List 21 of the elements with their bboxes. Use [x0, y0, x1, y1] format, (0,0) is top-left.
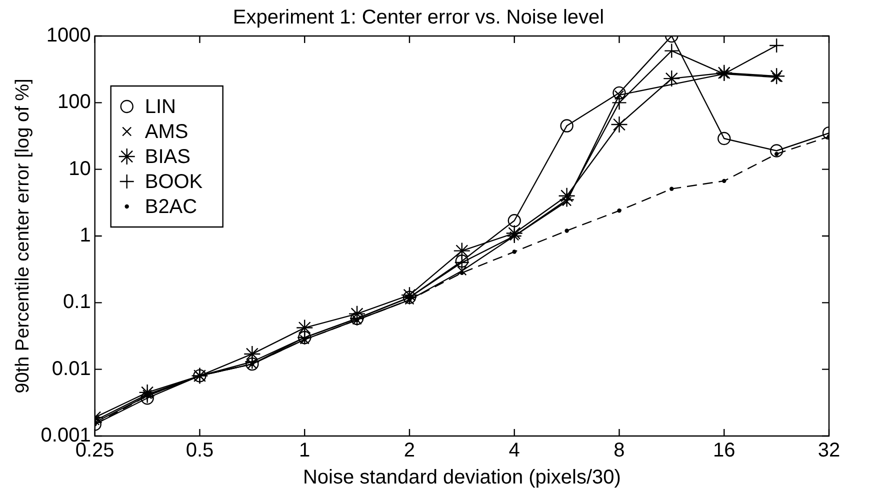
x-tick-label: 4	[508, 440, 520, 462]
legend-label: BIAS	[144, 146, 190, 168]
y-tick-label: 100	[57, 91, 91, 114]
legend-label: AMS	[144, 121, 188, 144]
x-tick-label: 8	[614, 440, 625, 462]
y-tick-label: 0.01	[52, 358, 91, 380]
y-tick-label: 1000	[46, 24, 91, 47]
y-axis-title: 90th Percentile center error [log of %]	[12, 78, 34, 394]
x-axis-title: Noise standard deviation (pixels/30)	[302, 466, 621, 489]
y-tick-label: 10	[68, 158, 91, 180]
chart-title: Experiment 1: Center error vs. Noise level	[232, 6, 604, 29]
legend-label: BOOK	[144, 171, 204, 194]
y-tick-label: 1	[80, 224, 91, 247]
x-tick-label: 2	[404, 440, 416, 462]
y-tick-label: 0.1	[63, 291, 91, 314]
x-tick-label: 0.5	[186, 440, 214, 462]
x-tick-label: 16	[712, 440, 736, 462]
x-tick-label: 1	[299, 440, 310, 462]
legend-label: B2AC	[144, 196, 198, 218]
legend-label: LIN	[144, 96, 176, 118]
x-tick-label: 32	[818, 440, 840, 462]
